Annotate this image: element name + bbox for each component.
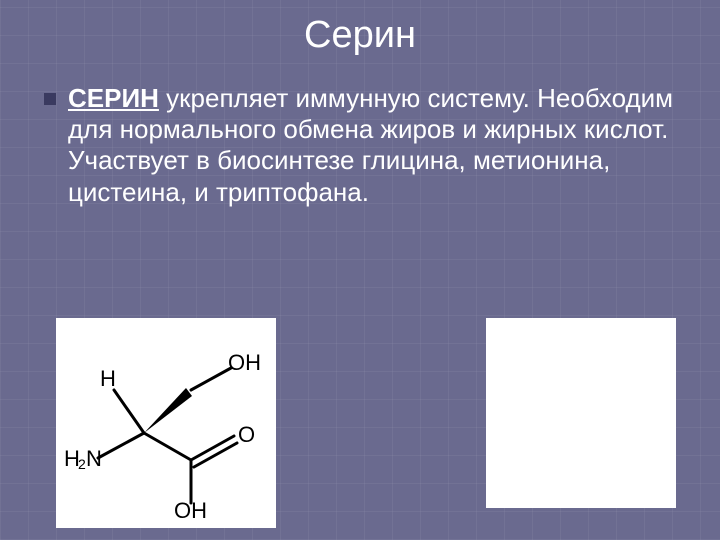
- paragraph-rest: укрепляет иммунную систему. Необходим дл…: [68, 83, 673, 207]
- images-row: H N H OH O OH 2: [0, 318, 720, 528]
- label-oh2: OH: [174, 498, 207, 524]
- slide: Серин СЕРИН укрепляет иммунную систему. …: [0, 0, 720, 540]
- label-sub2: 2: [78, 456, 86, 472]
- title-text: Серин: [304, 14, 416, 56]
- label-h: H: [100, 366, 116, 392]
- label-o: O: [238, 422, 255, 448]
- paragraph: СЕРИН укрепляет иммунную систему. Необхо…: [68, 83, 676, 208]
- structural-formula: H N H OH O OH 2: [56, 318, 276, 528]
- molecule-3d: [486, 318, 676, 508]
- bullet-icon: [44, 93, 56, 105]
- body-area: СЕРИН укрепляет иммунную систему. Необхо…: [0, 57, 720, 208]
- keyword: СЕРИН: [68, 83, 159, 113]
- bullet-row: СЕРИН укрепляет иммунную систему. Необхо…: [44, 83, 676, 208]
- slide-title: Серин: [0, 0, 720, 57]
- label-oh1: OH: [228, 350, 261, 376]
